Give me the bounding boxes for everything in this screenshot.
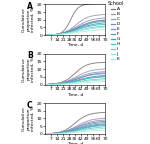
X-axis label: Time, d: Time, d <box>67 142 83 144</box>
Text: B: B <box>27 51 33 60</box>
X-axis label: Time, d: Time, d <box>67 43 83 47</box>
Y-axis label: Cumulative
proportion
infected, %: Cumulative proportion infected, % <box>22 106 34 131</box>
X-axis label: Time, d: Time, d <box>67 93 83 97</box>
Text: C: C <box>27 101 33 110</box>
Y-axis label: Cumulative
proportion
infected, %: Cumulative proportion infected, % <box>22 57 34 82</box>
Y-axis label: Cumulative
proportion
infected, %: Cumulative proportion infected, % <box>22 7 34 32</box>
Legend: A, B, C, D, E, F, G, H, I, J, K: A, B, C, D, E, F, G, H, I, J, K <box>107 1 124 61</box>
Text: A: A <box>27 2 33 11</box>
